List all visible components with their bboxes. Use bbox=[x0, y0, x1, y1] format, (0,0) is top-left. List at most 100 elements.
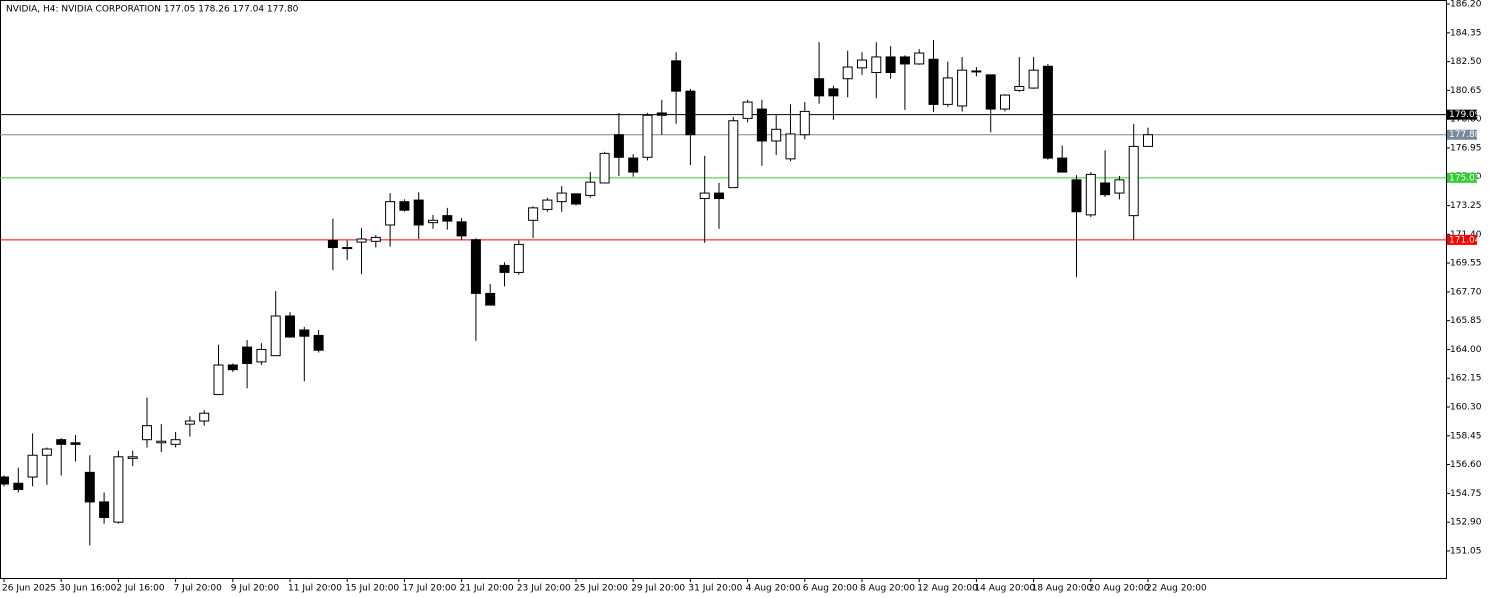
candle-body bbox=[871, 56, 882, 74]
y-tick-label: 158.45 bbox=[1450, 431, 1482, 441]
price-label-box bbox=[1447, 129, 1477, 140]
y-tick-label: 186.20 bbox=[1450, 0, 1482, 10]
price-label-box bbox=[1447, 172, 1477, 183]
candle-body bbox=[399, 201, 410, 211]
candle-body bbox=[1057, 157, 1068, 173]
candle-body bbox=[485, 292, 496, 306]
candle-body bbox=[142, 425, 152, 441]
x-tick-label: 29 Jul 20:00 bbox=[631, 584, 685, 594]
x-tick-label: 25 Jul 20:00 bbox=[574, 584, 628, 594]
x-tick-label: 4 Aug 20:00 bbox=[746, 584, 801, 594]
chart-title: NVIDIA, H4: NVIDIA CORPORATION 177.05 17… bbox=[6, 5, 299, 15]
candle-body bbox=[370, 236, 381, 242]
candle-body bbox=[428, 219, 438, 224]
candle-body bbox=[899, 56, 910, 65]
candle-body bbox=[127, 456, 138, 459]
candle-body bbox=[41, 448, 52, 456]
y-tick-label: 154.75 bbox=[1450, 489, 1482, 499]
candle-body bbox=[313, 334, 324, 351]
candle-body bbox=[1085, 173, 1096, 216]
y-tick-label: 171.40 bbox=[1450, 230, 1482, 240]
price-label: 177.80 bbox=[1449, 130, 1481, 140]
candle-body bbox=[1071, 179, 1082, 213]
candle-body bbox=[971, 70, 982, 73]
y-tick-label: 167.70 bbox=[1450, 287, 1482, 297]
y-tick-label: 151.05 bbox=[1450, 546, 1482, 556]
candle-body bbox=[799, 110, 810, 136]
candle-body bbox=[199, 412, 210, 422]
candle-body bbox=[227, 364, 238, 371]
x-tick-label: 7 Jul 20:00 bbox=[174, 584, 223, 594]
candle-body bbox=[756, 108, 767, 142]
candle-body bbox=[842, 66, 853, 80]
y-tick-label: 165.85 bbox=[1450, 316, 1482, 326]
y-tick-label: 178.80 bbox=[1450, 115, 1482, 125]
candle-body bbox=[413, 199, 424, 226]
candle-body bbox=[857, 59, 867, 69]
candle-body bbox=[685, 90, 696, 136]
price-label: 179.09 bbox=[1449, 110, 1481, 120]
candle-body bbox=[1028, 69, 1039, 89]
candle-body bbox=[356, 238, 367, 243]
candle-body bbox=[542, 199, 553, 210]
x-tick-label: 17 Jul 20:00 bbox=[402, 584, 456, 594]
candle-body bbox=[442, 215, 453, 222]
x-tick-label: 9 Jul 20:00 bbox=[231, 584, 280, 594]
candle-body bbox=[742, 101, 753, 119]
x-tick-label: 6 Aug 20:00 bbox=[803, 584, 858, 594]
candle-body bbox=[1100, 182, 1111, 196]
x-tick-label: 20 Aug 20:00 bbox=[1089, 584, 1150, 594]
candle-body bbox=[628, 157, 639, 173]
candle-body bbox=[613, 134, 624, 158]
candle-body bbox=[70, 442, 81, 445]
y-tick-label: 180.65 bbox=[1450, 86, 1482, 96]
candle-body bbox=[642, 114, 653, 158]
y-tick-label: 160.30 bbox=[1450, 403, 1482, 413]
candle-body bbox=[285, 315, 295, 338]
y-tick-label: 182.50 bbox=[1450, 57, 1482, 67]
candle-body bbox=[342, 247, 353, 250]
candle-body bbox=[99, 501, 110, 518]
price-label-box bbox=[1447, 109, 1477, 120]
y-tick-label: 173.25 bbox=[1450, 201, 1482, 211]
candle-body bbox=[942, 77, 953, 105]
candle-body bbox=[914, 52, 925, 65]
price-label: 175.03 bbox=[1449, 173, 1481, 183]
candle-body bbox=[513, 243, 524, 273]
x-tick-label: 22 Aug 20:00 bbox=[1146, 584, 1207, 594]
x-tick-label: 18 Aug 20:00 bbox=[1032, 584, 1093, 594]
y-tick-label: 152.90 bbox=[1450, 518, 1482, 528]
candle-body bbox=[656, 112, 667, 116]
candle-body bbox=[928, 58, 939, 105]
candle-body bbox=[957, 69, 968, 107]
y-tick-label: 162.15 bbox=[1450, 374, 1482, 384]
candle-body bbox=[771, 128, 782, 142]
candle-body bbox=[728, 120, 739, 189]
candle-body bbox=[56, 439, 67, 445]
x-tick-label: 11 Jul 20:00 bbox=[288, 584, 342, 594]
candle-body bbox=[1042, 65, 1053, 159]
x-tick-label: 31 Jul 20:00 bbox=[688, 584, 742, 594]
y-tick-label: 184.35 bbox=[1450, 28, 1482, 38]
candle-body bbox=[599, 152, 610, 184]
candle-body bbox=[213, 364, 224, 396]
candle-body bbox=[528, 207, 539, 221]
candle-body bbox=[1114, 179, 1125, 194]
x-tick-label: 14 Aug 20:00 bbox=[974, 584, 1035, 594]
candle-body bbox=[470, 239, 481, 294]
candle-body bbox=[327, 240, 338, 249]
candle-body bbox=[184, 420, 195, 425]
candle-body bbox=[671, 60, 682, 92]
y-tick-label: 156.60 bbox=[1450, 460, 1482, 470]
x-tick-label: 15 Jul 20:00 bbox=[345, 584, 399, 594]
candle-body bbox=[499, 264, 510, 273]
candle-body bbox=[556, 192, 567, 203]
candle-body bbox=[1014, 86, 1025, 91]
y-tick-label: 176.95 bbox=[1450, 143, 1482, 153]
candle-body bbox=[885, 56, 896, 74]
candle-body bbox=[1128, 145, 1139, 217]
price-label-box bbox=[1447, 234, 1477, 245]
x-tick-label: 26 Jun 2025 bbox=[2, 584, 56, 594]
x-tick-label: 30 Jun 16:00 bbox=[59, 584, 116, 594]
